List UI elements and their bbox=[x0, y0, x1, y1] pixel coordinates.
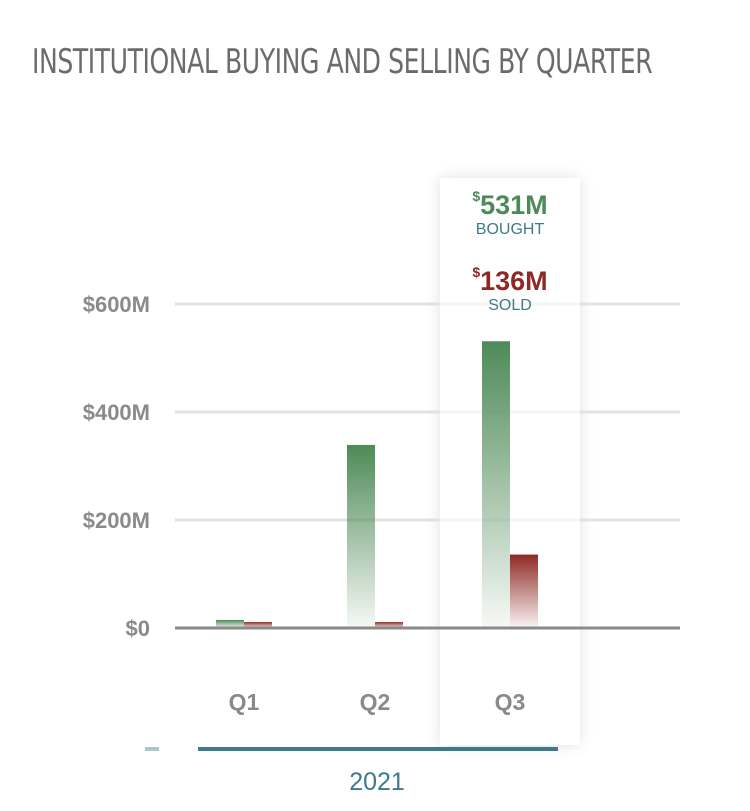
y-tick-label: $0 bbox=[126, 616, 150, 641]
sold-value: 136M bbox=[480, 266, 548, 296]
sold-bar-q2[interactable] bbox=[375, 622, 403, 628]
tooltip-sold: $136M SOLD bbox=[440, 264, 580, 315]
currency-symbol: $ bbox=[472, 264, 481, 280]
bought-value: 531M bbox=[480, 190, 548, 220]
tooltip-bought: $531M BOUGHT bbox=[440, 188, 580, 239]
bought-label: BOUGHT bbox=[475, 221, 545, 238]
y-tick-label: $200M bbox=[83, 508, 150, 533]
year-label: 2021 bbox=[349, 768, 405, 796]
currency-symbol: $ bbox=[472, 188, 481, 204]
bought-bar-q1[interactable] bbox=[216, 619, 244, 628]
x-tick-label: Q2 bbox=[360, 689, 391, 715]
y-tick-label: $600M bbox=[83, 292, 150, 317]
x-tick-label: Q3 bbox=[495, 689, 526, 715]
bought-bar-q3[interactable] bbox=[482, 341, 510, 628]
year-bracket-line bbox=[198, 747, 558, 751]
sold-bar-q3[interactable] bbox=[510, 554, 538, 628]
x-tick-label: Q1 bbox=[229, 689, 260, 715]
y-tick-label: $400M bbox=[83, 400, 150, 425]
scroll-stub bbox=[145, 747, 159, 751]
chart-title: INSTITUTIONAL BUYING AND SELLING BY QUAR… bbox=[32, 42, 653, 82]
sold-label: SOLD bbox=[488, 297, 532, 314]
sold-bar-q1[interactable] bbox=[244, 622, 272, 628]
bought-bar-q2[interactable] bbox=[347, 444, 375, 628]
